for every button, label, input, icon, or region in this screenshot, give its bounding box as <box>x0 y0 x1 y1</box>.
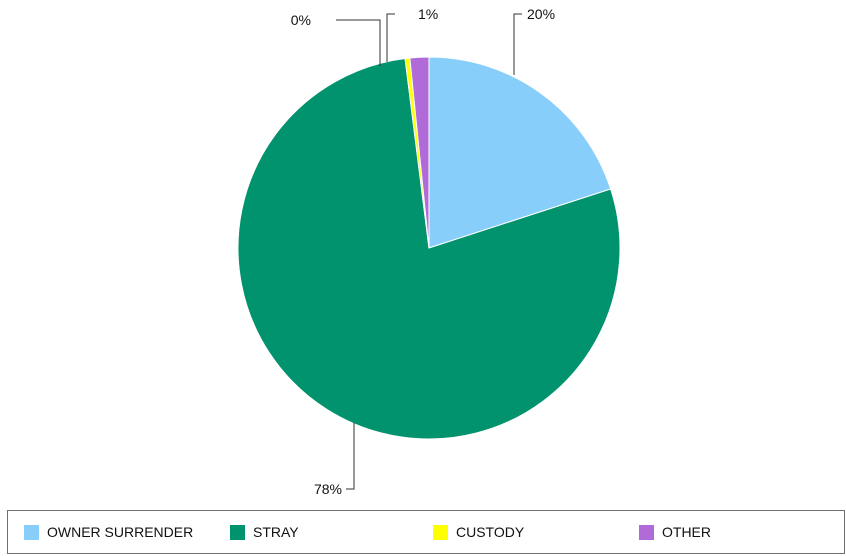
legend-label-other: OTHER <box>662 524 711 540</box>
legend-item-stray: STRAY <box>230 511 299 553</box>
leader-line-custody <box>336 19 381 66</box>
data-label-stray: 78% <box>314 481 342 497</box>
pie-slice-owner-surrender <box>428 56 612 249</box>
data-label-custody: 0% <box>291 12 311 28</box>
legend-swatch-other <box>639 524 654 540</box>
data-labels: 20% 78% 0% 1% <box>291 6 555 497</box>
leader-line-owner-surrender <box>513 13 522 75</box>
legend-swatch-owner-surrender <box>24 524 39 540</box>
leader-line-stray <box>346 423 355 490</box>
pie-slice-stray <box>237 57 621 440</box>
legend-item-custody: CUSTODY <box>433 511 524 553</box>
data-label-owner-surrender: 20% <box>527 6 555 22</box>
legend-label-custody: CUSTODY <box>456 524 525 540</box>
legend-item-owner-surrender: OWNER SURRENDER <box>24 511 193 553</box>
pie-slice-other <box>409 56 430 249</box>
legend-label-stray: STRAY <box>253 524 299 540</box>
legend-swatch-stray <box>230 524 245 540</box>
legend-item-other: OTHER <box>639 511 711 553</box>
data-label-other: 1% <box>418 6 438 22</box>
leader-lines <box>336 13 522 490</box>
legend-label-owner-surrender: OWNER SURRENDER <box>47 524 194 540</box>
leader-line-other <box>386 13 395 62</box>
pie-slices <box>237 56 621 440</box>
legend: OWNER SURRENDER STRAY CUSTODY OTHER <box>7 510 845 554</box>
legend-swatch-custody <box>433 524 448 540</box>
